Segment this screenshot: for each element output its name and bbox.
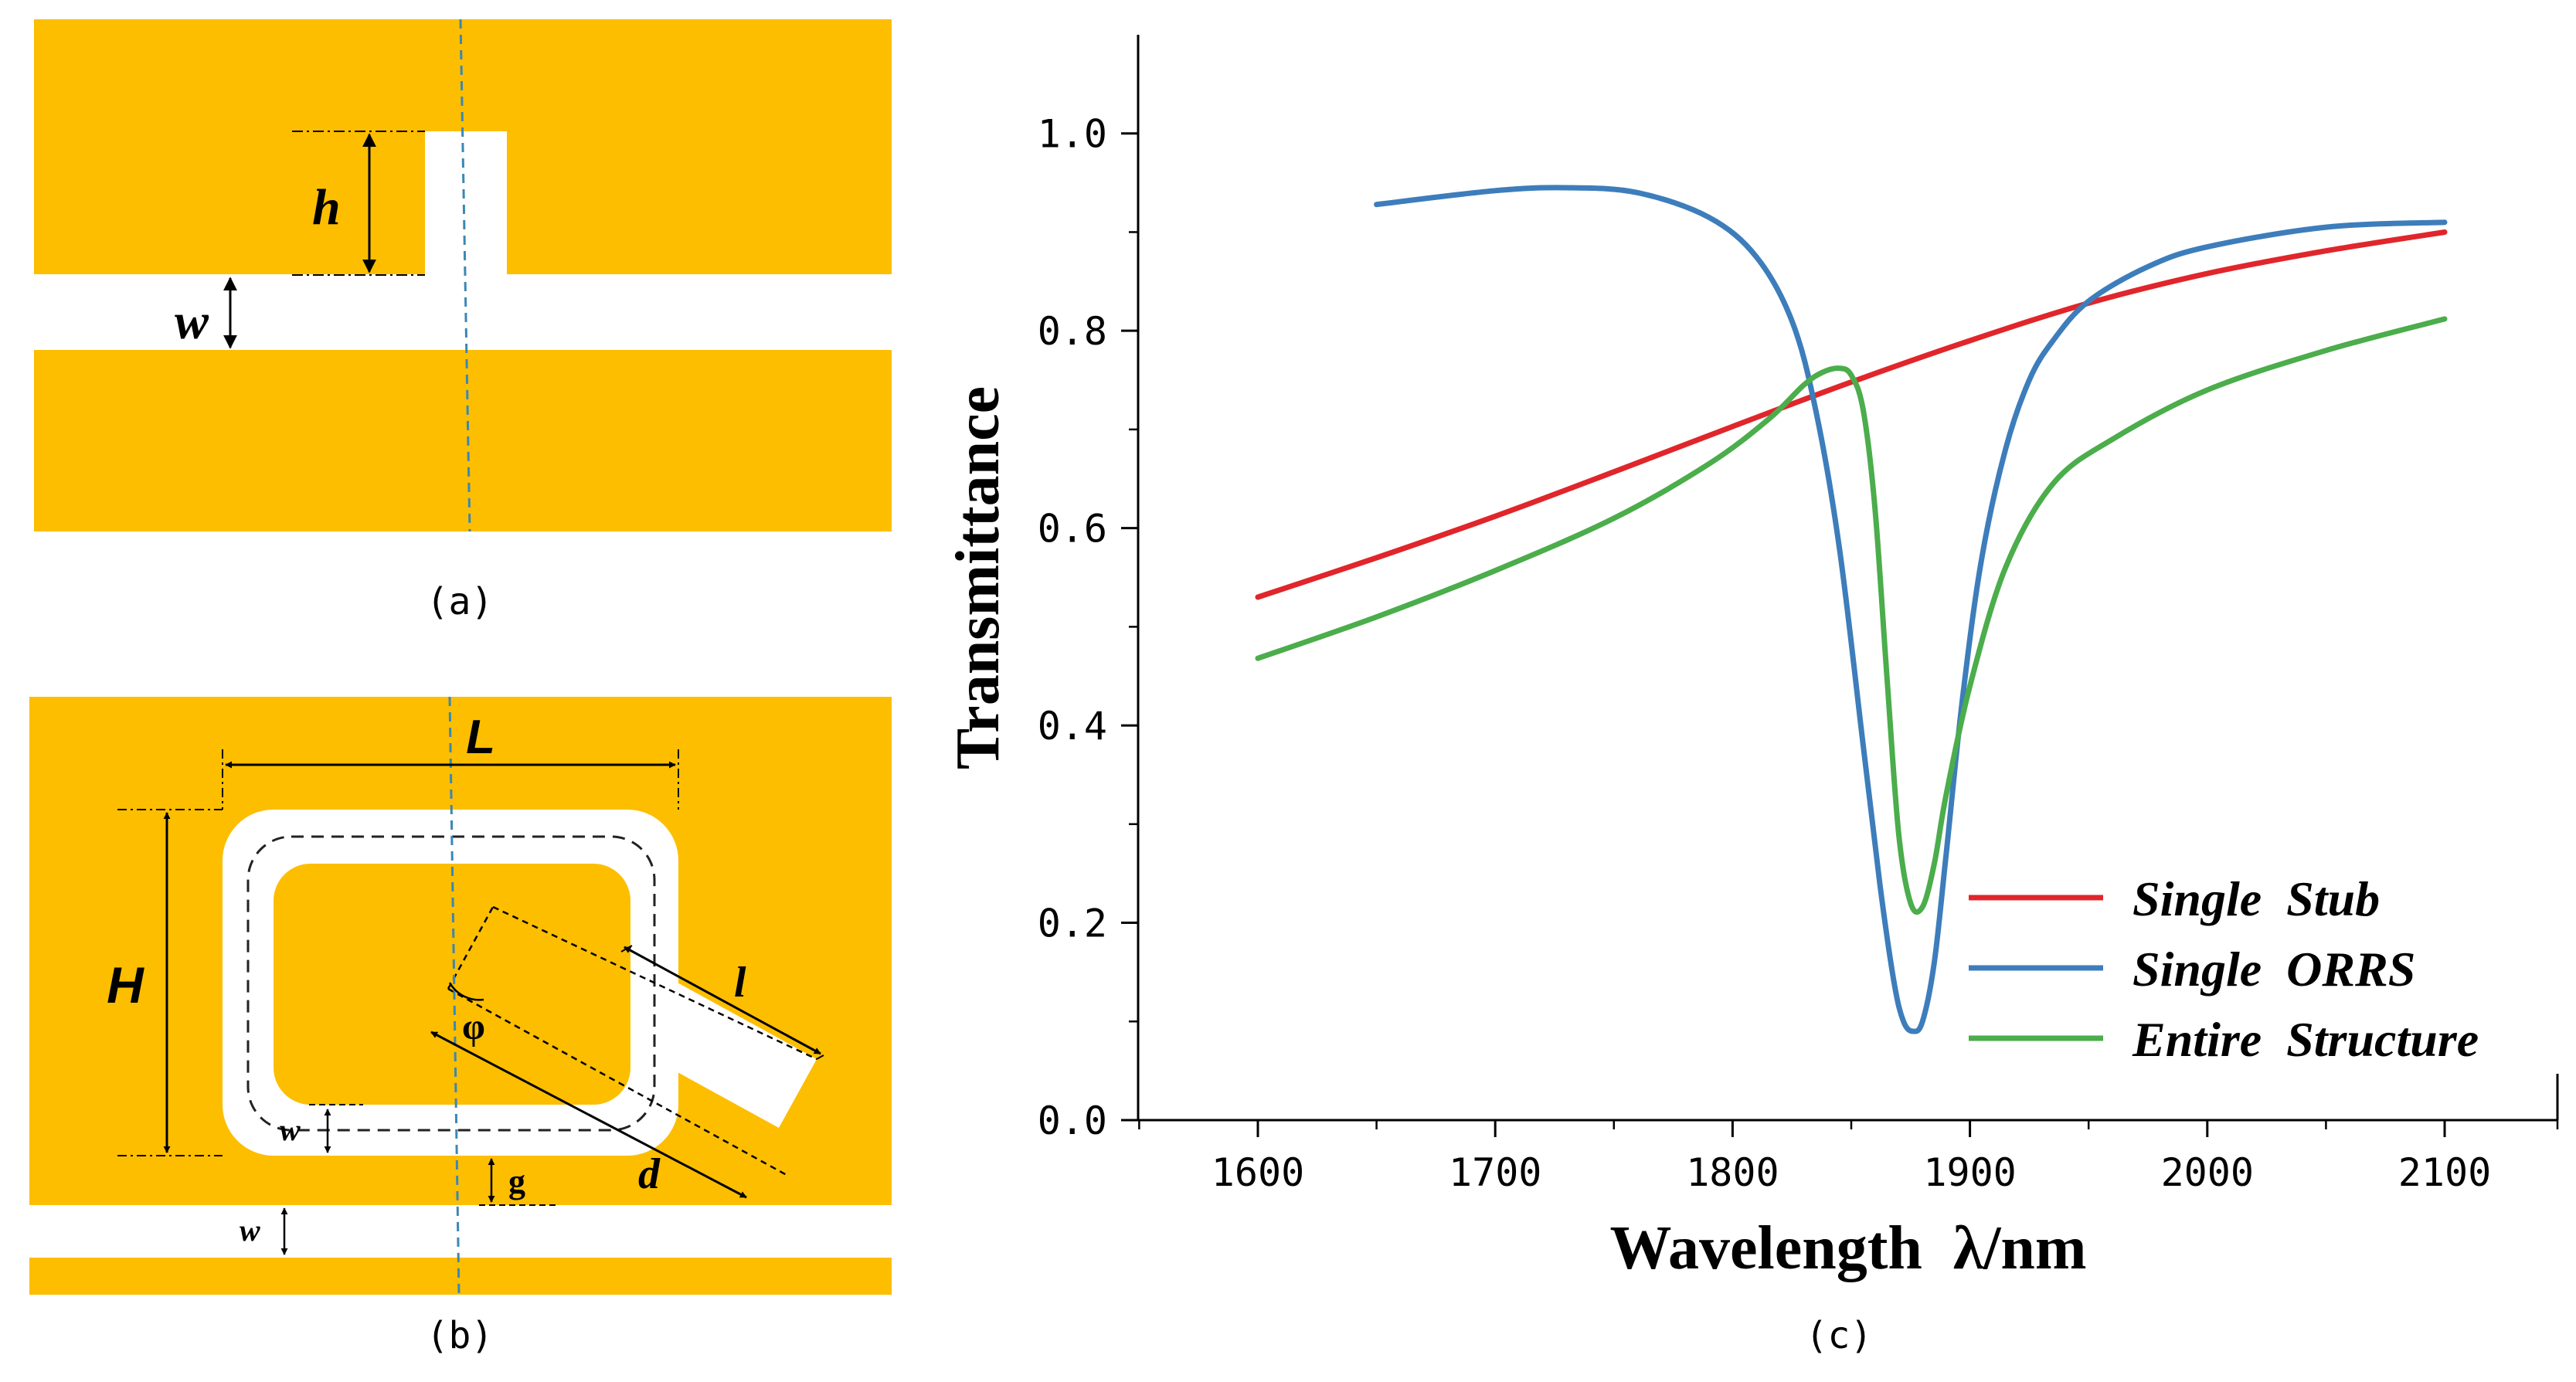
panel-b-l-label: l bbox=[734, 959, 746, 1007]
panel-c-chart: 0.0 0.2 0.4 0.6 0.8 1.0 1600 1700 1800 1900 2000 21… bbox=[944, 35, 2559, 1357]
panel-b-phi-arc bbox=[448, 982, 484, 1001]
x-tick-label: 1600 bbox=[1212, 1150, 1304, 1195]
series-single-stub bbox=[1255, 229, 2448, 600]
panel-b-H-label: H bbox=[107, 956, 144, 1014]
series-entire-structure bbox=[1255, 316, 2448, 915]
panel-a-symmetry-axis bbox=[459, 19, 471, 532]
y-tick-label: 0.2 bbox=[1038, 902, 1107, 946]
panel-a-lower-metal bbox=[34, 350, 892, 531]
x-axis-title: Wavelength λ/nm bbox=[1609, 1214, 2086, 1282]
legend-label-single-stub: Single Stub bbox=[2133, 871, 2380, 926]
panel-b-w2-label: w bbox=[240, 1213, 260, 1248]
x-tick-label: 1900 bbox=[1923, 1150, 2016, 1195]
panel-b-d-arrow bbox=[430, 1031, 747, 1199]
series-single-orrs bbox=[1374, 185, 2448, 1034]
panel-b-g-label: g bbox=[508, 1163, 525, 1200]
panel-b-l-arrow bbox=[624, 946, 821, 1055]
panel-b-L-label: L bbox=[466, 711, 495, 764]
x-tick-label: 1800 bbox=[1686, 1150, 1779, 1195]
panel-b-stub-edge-2 bbox=[447, 906, 494, 990]
series-layer bbox=[1255, 185, 2448, 1034]
panel-a: h w (a) bbox=[34, 19, 892, 623]
panel-b-w1-label: w bbox=[280, 1112, 301, 1147]
x-tick-label: 1700 bbox=[1449, 1150, 1541, 1195]
legend-label-single-orrs: Single ORRS bbox=[2133, 942, 2415, 997]
panel-b-l-ext-2 bbox=[816, 1054, 824, 1060]
x-tick-label: 2000 bbox=[2161, 1150, 2254, 1195]
legend: Single Stub Single ORRS Entire Structure bbox=[1969, 871, 2479, 1067]
y-tick-label: 0.4 bbox=[1038, 704, 1107, 749]
panel-a-stub-cavity bbox=[425, 131, 507, 275]
panel-b: L H l φ d w g w (b) bbox=[29, 696, 892, 1357]
x-tick-label: 2100 bbox=[2398, 1150, 2491, 1195]
panel-a-caption: (a) bbox=[427, 580, 494, 623]
axis-ticks: 0.0 0.2 0.4 0.6 0.8 1.0 1600 1700 1800 1900 2000 21… bbox=[1038, 112, 2559, 1195]
panel-b-caption: (b) bbox=[427, 1314, 494, 1357]
y-tick-label: 0.8 bbox=[1038, 309, 1107, 354]
panel-a-w-label: w bbox=[175, 294, 209, 350]
y-tick-label: 0.0 bbox=[1038, 1098, 1107, 1143]
panel-a-h-label: h bbox=[312, 179, 341, 236]
legend-label-entire-structure: Entire Structure bbox=[2132, 1012, 2479, 1067]
panel-b-lower-metal bbox=[29, 1258, 892, 1295]
y-tick-label: 0.6 bbox=[1038, 507, 1107, 552]
panel-b-d-label: d bbox=[638, 1150, 661, 1198]
panel-b-phi-label: φ bbox=[462, 1007, 485, 1048]
panel-c-caption: (c) bbox=[1806, 1314, 1873, 1357]
y-tick-label: 1.0 bbox=[1038, 112, 1107, 157]
y-axis-title: Transmittance bbox=[944, 386, 1012, 769]
